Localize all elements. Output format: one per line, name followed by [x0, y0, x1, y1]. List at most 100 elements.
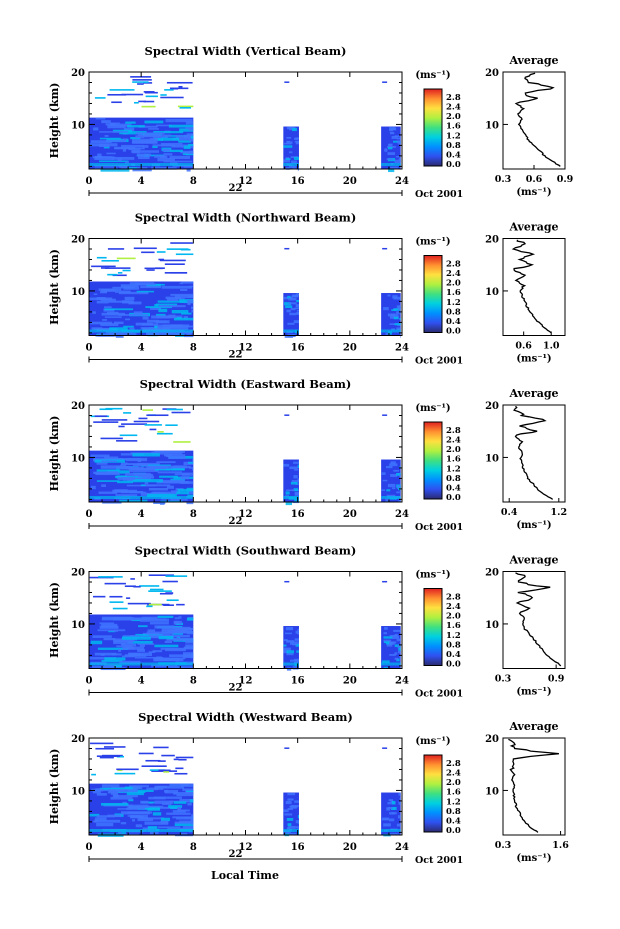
data-cell [165, 296, 182, 300]
data-cell [105, 139, 127, 143]
data-cell [288, 165, 295, 169]
data-cell [178, 85, 183, 88]
colorbar-tick-label: 0.8 [446, 807, 461, 817]
data-cell [152, 650, 163, 653]
data-cell [387, 801, 396, 805]
avg-x-tick-label: 0.3 [495, 840, 512, 851]
data-cell [172, 632, 183, 635]
avg-profile-line [515, 572, 562, 667]
data-cell [292, 294, 299, 298]
avg-title: Average [508, 720, 558, 733]
data-cell [148, 467, 156, 470]
data-cell [149, 769, 166, 771]
data-cell [387, 147, 393, 150]
data-cell [96, 480, 120, 482]
x-tick-label: 4 [138, 343, 145, 354]
data-cell [110, 796, 133, 800]
colorbar-tick-label: 1.6 [446, 122, 461, 132]
data-cell [159, 475, 179, 478]
data-cell [157, 615, 174, 619]
data-cell [122, 300, 134, 304]
date-label: Oct 2001 [415, 689, 463, 700]
data-cell [388, 806, 393, 810]
data-cell [128, 798, 134, 802]
data-cell [189, 150, 194, 153]
data-cell [286, 309, 291, 313]
data-cell [398, 801, 401, 805]
data-cell [169, 155, 191, 160]
data-cell [391, 806, 397, 810]
avg-x-tick-label: 0.9 [557, 174, 574, 185]
data-cell [112, 607, 128, 610]
colorbar-unit: (ms⁻¹) [415, 70, 450, 81]
data-cell [127, 125, 145, 128]
data-cell [383, 823, 391, 827]
data-cell [96, 815, 115, 818]
data-cell [157, 471, 182, 474]
y-tick-label: 20 [71, 401, 85, 412]
data-cell [294, 800, 299, 803]
data-cell [174, 823, 194, 827]
data-cell [285, 305, 293, 308]
colorbar-tick-label: 2.8 [446, 93, 461, 103]
data-cell [292, 127, 297, 132]
data-cell [164, 272, 188, 274]
data-cell [142, 316, 149, 320]
data-cell [92, 790, 101, 794]
colorbar-tick-label: 2.8 [446, 593, 461, 603]
data-cell [118, 832, 126, 835]
data-cell [162, 148, 171, 152]
data-cell [389, 323, 398, 325]
x-tick-label: 0 [86, 842, 93, 853]
data-cell [96, 300, 109, 304]
data-cell [283, 159, 290, 163]
data-cell [176, 794, 194, 797]
data-cell [174, 617, 180, 620]
data-cell [186, 152, 194, 155]
data-cell [158, 258, 165, 261]
data-cell [154, 450, 185, 453]
data-cell [172, 816, 194, 819]
data-cell [295, 137, 299, 140]
data-cell [387, 152, 396, 155]
data-cell [187, 802, 192, 806]
data-cell [130, 578, 135, 580]
data-cell [382, 414, 388, 416]
data-cell [286, 640, 295, 643]
y-axis-label: Height (km) [48, 83, 61, 159]
data-cell [389, 127, 396, 130]
data-cell [289, 466, 298, 470]
data-cell [117, 808, 132, 810]
data-cell [119, 660, 141, 664]
data-cell [113, 639, 135, 643]
data-cell [182, 788, 194, 791]
data-cell [157, 760, 166, 762]
data-cell [140, 618, 169, 622]
colorbar [423, 754, 443, 833]
data-cell [188, 128, 194, 131]
data-cell [296, 299, 299, 303]
data-cell [398, 500, 401, 502]
colorbar-unit: (ms⁻¹) [415, 570, 450, 581]
data-cell [133, 420, 160, 423]
data-cell [104, 267, 131, 269]
colorbar-tick-label: 0.8 [446, 474, 461, 484]
data-cell [125, 617, 147, 620]
data-cell [113, 795, 138, 798]
date-label: Oct 2001 [415, 356, 463, 367]
data-cell [288, 302, 297, 305]
data-cell [115, 334, 124, 338]
data-cell [89, 657, 117, 660]
colorbar-tick-label: 0.8 [446, 307, 461, 317]
avg-x-label: (ms⁻¹) [516, 520, 551, 531]
x-tick-label: 20 [343, 842, 357, 853]
avg-x-tick-label: 1.6 [552, 840, 569, 851]
data-cell [158, 769, 171, 772]
data-cell [173, 620, 182, 625]
data-cell [125, 121, 136, 124]
data-cell [287, 808, 294, 810]
data-cell [296, 309, 299, 312]
data-cell [109, 327, 128, 331]
data-cell [120, 464, 126, 468]
data-cell [164, 789, 169, 793]
